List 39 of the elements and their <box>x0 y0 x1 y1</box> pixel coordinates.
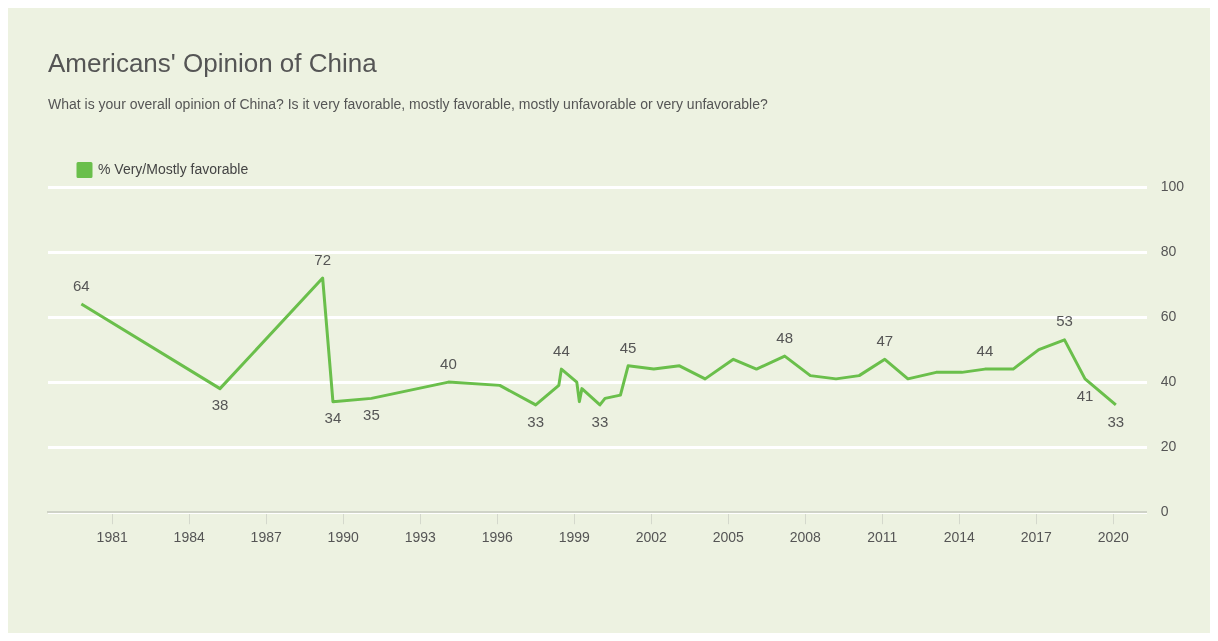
y-tick-label: 60 <box>1160 307 1177 324</box>
data-label: 64 <box>73 276 90 294</box>
x-tick-label: 1996 <box>481 529 513 546</box>
data-label: 41 <box>1076 386 1094 404</box>
data-label: 40 <box>440 354 457 372</box>
data-label: 72 <box>314 250 331 268</box>
x-tick-label: 1984 <box>173 529 205 546</box>
y-tick-label: 20 <box>1160 438 1177 455</box>
data-label: 35 <box>363 406 380 424</box>
x-tick-label: 1990 <box>327 529 359 546</box>
x-tick-label: 1981 <box>96 529 128 546</box>
x-tick-label: 1993 <box>404 529 436 546</box>
data-label: 38 <box>211 396 229 414</box>
data-label: 47 <box>876 332 894 349</box>
y-tick-label: 100 <box>1160 177 1185 194</box>
legend-label: % Very/Mostly favorable <box>98 160 249 177</box>
x-tick-label: 1987 <box>250 529 282 546</box>
x-tick-label: 2002 <box>635 529 668 546</box>
x-tick-label: 2011 <box>867 529 898 546</box>
y-tick-label: 40 <box>1160 372 1177 389</box>
data-label: 33 <box>527 412 545 430</box>
data-label: 53 <box>1056 312 1073 330</box>
y-tick-label: 80 <box>1160 242 1177 259</box>
data-label: 48 <box>776 328 794 346</box>
x-tick-label: 2017 <box>1020 529 1053 546</box>
x-tick-label: 2008 <box>789 529 822 546</box>
data-label: 45 <box>619 338 637 356</box>
chart-title: Americans' Opinion of China <box>48 48 378 79</box>
data-label: 34 <box>324 409 342 427</box>
data-label: 44 <box>553 341 570 359</box>
y-tick-label: 0 <box>1160 503 1169 520</box>
data-label: 44 <box>976 341 994 359</box>
data-label: 33 <box>1107 412 1125 430</box>
x-tick-label: 2014 <box>943 529 976 546</box>
data-label: 33 <box>591 412 609 430</box>
x-tick-label: 1999 <box>558 529 590 546</box>
x-tick-label: 2020 <box>1097 529 1130 546</box>
x-tick-label: 2005 <box>712 529 745 546</box>
chart-subtitle: What is your overall opinion of China? Is it very favorable, mostly favorable, mostly unfavorable or very unfavorable? <box>48 95 769 114</box>
